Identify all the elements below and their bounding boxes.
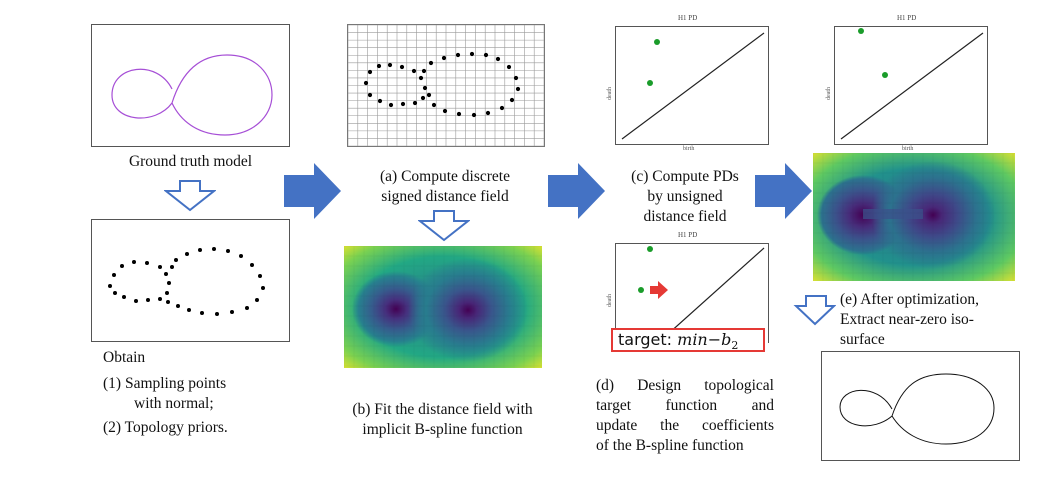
sample-point [513, 75, 519, 81]
caption-a-line2: signed distance field [381, 188, 509, 205]
pd-point [647, 80, 653, 86]
pd-point [858, 28, 864, 34]
sample-point [377, 98, 383, 104]
sample-point [469, 51, 475, 57]
iso-surface-panel [821, 351, 1020, 461]
sample-point [422, 85, 428, 91]
sample-point [515, 86, 521, 92]
sample-point [431, 102, 437, 108]
sample-point [363, 80, 369, 86]
pd-plot-frame [834, 26, 988, 145]
caption-d-line3: update the coefficients [596, 417, 774, 434]
sample-point [420, 95, 426, 101]
grid-with-points [348, 25, 544, 146]
obtain-item-2: (2) Topology priors. [103, 419, 228, 436]
down-left-arrow-hollow [793, 295, 836, 326]
sample-point [455, 52, 461, 58]
sample-point [412, 100, 418, 106]
caption-e-line2: Extract near-zero iso- [840, 311, 974, 328]
pd-plot [621, 32, 765, 140]
caption-c-line2: by unsigned [647, 188, 723, 205]
caption-c-line3: distance field [643, 208, 727, 225]
target-min: min [677, 330, 708, 349]
pd-panel-d: H1 PD death [605, 227, 775, 347]
iso-surface-curve [839, 373, 995, 445]
pd-title: H1 PD [678, 14, 698, 22]
pd-xlabel: birth [902, 146, 914, 152]
sampled-points-panel [91, 219, 290, 342]
sample-point [495, 56, 501, 62]
bspline-field-heatmap [344, 246, 542, 368]
sample-point [428, 60, 434, 66]
caption-d-line4: of the B-spline function [596, 437, 744, 454]
sample-point [387, 62, 393, 68]
sample-point [376, 63, 382, 69]
sample-point [399, 64, 405, 70]
sample-point [421, 68, 427, 74]
sample-point [442, 108, 448, 114]
caption-d-line2: target function and [596, 397, 774, 414]
caption-ground-truth: Ground truth model [128, 153, 253, 170]
pd-panel-optimized: H1 PD birth death [824, 10, 994, 155]
sample-point [400, 101, 406, 107]
sample-points-plot [108, 247, 265, 316]
discrete-sdf-panel [347, 24, 545, 147]
heatmap-b [344, 246, 542, 368]
heatmap-e [813, 153, 1015, 281]
pd-title: H1 PD [678, 231, 698, 239]
ground-truth-panel [91, 24, 290, 147]
obtain-item-1b: with normal; [134, 395, 214, 412]
optimized-field-heatmap [813, 153, 1015, 281]
right-arrow-2 [548, 163, 605, 219]
pd-point [647, 246, 653, 252]
sample-point [483, 52, 489, 58]
sample-point [506, 64, 512, 70]
pd-point [638, 287, 644, 293]
target-label: target: [618, 330, 673, 349]
pd-panel-c: H1 PD birth death [605, 10, 775, 155]
red-arrow-icon [650, 281, 668, 299]
pd-ylabel: death [607, 294, 613, 307]
sample-point [441, 55, 447, 61]
sample-point [367, 92, 373, 98]
caption-e-line1: (e) After optimization, [840, 291, 980, 308]
pd-xlabel: birth [683, 146, 695, 152]
pd-title: H1 PD [897, 14, 917, 22]
sample-point [456, 111, 462, 117]
pd-plot [840, 28, 984, 140]
obtain-label: Obtain [103, 349, 146, 366]
down-arrow-hollow-1 [164, 180, 216, 212]
down-arrow-hollow-2 [418, 210, 470, 242]
pd-plot-frame [615, 26, 769, 145]
caption-c-line1: (c) Compute PDs [631, 168, 739, 185]
pd-ylabel: death [607, 87, 613, 100]
obtain-item-1: (1) Sampling points [103, 375, 227, 392]
sample-point [367, 69, 373, 75]
ground-truth-curve [111, 54, 273, 136]
sample-point [388, 102, 394, 108]
sample-point [499, 105, 505, 111]
pd-plot-frame [615, 243, 769, 343]
sample-point [485, 110, 491, 116]
sample-point [426, 92, 432, 98]
pd-ylabel: death [826, 87, 832, 100]
pd-point [882, 72, 888, 78]
target-term: −b [707, 330, 732, 349]
caption-b-line1: (b) Fit the distance field with [352, 401, 533, 418]
caption-b-line2: implicit B-spline function [362, 421, 523, 438]
sample-point [509, 97, 515, 103]
sample-point [418, 75, 424, 81]
caption-a-line1: (a) Compute discrete [380, 168, 510, 185]
pd-point [654, 39, 660, 45]
target-sub: 2 [731, 339, 739, 353]
caption-e-line3: surface [840, 331, 885, 348]
sample-point [411, 68, 417, 74]
right-arrow-1 [284, 163, 341, 219]
sample-point [471, 112, 477, 118]
target-function-box: target: min−b2 [611, 328, 765, 352]
right-arrow-3 [755, 163, 812, 219]
caption-d-line1: (d) Design topological [596, 377, 774, 394]
pd-plot [638, 246, 765, 343]
